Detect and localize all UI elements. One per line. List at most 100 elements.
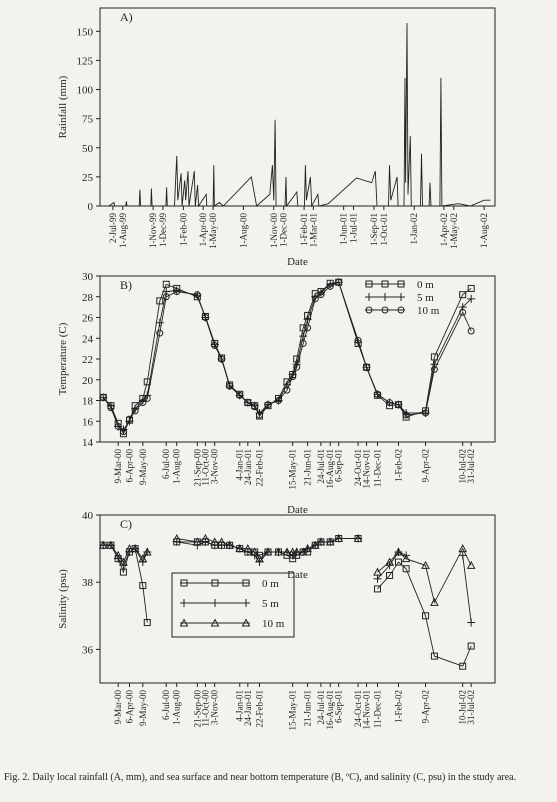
x-tick-label: 24-Jul-01 [316, 449, 326, 484]
x-tick-label: 24-Oct-01 [353, 449, 363, 486]
marker [210, 537, 220, 546]
marker [131, 407, 139, 415]
marker [386, 571, 394, 579]
marker [217, 537, 226, 546]
marker [326, 282, 334, 290]
y-tick-label: 40 [82, 510, 94, 522]
marker [119, 428, 127, 436]
x-tick-label: 24-Jan-01 [243, 690, 253, 726]
x-tick-label: 22-Feb-01 [255, 449, 265, 487]
marker [274, 547, 283, 556]
x-tick-label: 1-Aug-00 [238, 213, 248, 248]
marker [422, 409, 430, 417]
x-tick-label: 6-Sep-01 [334, 690, 344, 723]
panel-label: B) [120, 278, 132, 292]
x-tick-label: 1-Feb-02 [393, 690, 403, 723]
x-tick-label: 1-Feb-01 [299, 213, 309, 246]
marker [201, 533, 210, 543]
y-tick-label: 150 [77, 26, 94, 38]
x-tick-label: 16-Aug-01 [325, 449, 335, 489]
marker [242, 599, 250, 607]
marker [282, 547, 292, 556]
x-tick-label: 6-Jul-00 [161, 449, 171, 479]
marker [354, 336, 362, 344]
marker [251, 403, 259, 411]
marker [373, 567, 382, 576]
marker [402, 411, 410, 419]
x-tick-label: 9-Mar-00 [113, 690, 123, 725]
marker [299, 339, 307, 347]
caption: Fig. 2. Daily local rainfall (A, mm), an… [4, 772, 517, 783]
legend-label: 5 m [262, 598, 279, 610]
marker [114, 422, 122, 430]
marker [467, 284, 475, 292]
y-tick-label: 100 [77, 85, 94, 97]
marker [162, 293, 170, 301]
x-tick-label: 1-Aug-99 [118, 213, 128, 248]
x-tick-label: 10-Jul-02 [458, 690, 468, 725]
x-tick-label: 1-Nov-99 [148, 213, 158, 248]
x-tick-label: 1-Jul-01 [349, 213, 359, 243]
marker [335, 278, 343, 286]
x-tick-label: 24-Oct-01 [353, 690, 363, 727]
marker [363, 363, 371, 371]
x-tick-label: 2-Jul-99 [108, 213, 118, 243]
x-tick-label: 1-Apr-02 [439, 213, 449, 246]
x-tick-label: 1-May-02 [449, 213, 459, 249]
x-tick-label: 6-Apr-00 [124, 690, 134, 724]
x-tick-label: 15-May-01 [288, 449, 298, 490]
x-tick-label: 1-Feb-02 [393, 449, 403, 482]
marker [244, 399, 252, 407]
y-tick-label: 28 [82, 292, 94, 304]
y-tick-label: 0 [88, 201, 94, 213]
x-tick-label: 6-Jul-00 [161, 690, 171, 720]
marker [458, 544, 468, 553]
x-tick-label: 1-Oct-01 [379, 213, 389, 246]
marker [381, 306, 389, 314]
marker [264, 401, 272, 409]
marker [299, 324, 307, 332]
y-tick-label: 36 [82, 644, 94, 656]
marker [218, 355, 226, 363]
marker [381, 293, 389, 301]
legend-label: 0 m [262, 578, 279, 590]
x-tick-label: 21-Sep-00 [192, 690, 202, 728]
marker [317, 291, 325, 299]
marker [467, 327, 475, 335]
y-axis-label: Temperature (C) [57, 322, 69, 395]
x-tick-label: 1-Feb-00 [178, 213, 188, 246]
x-tick-label: 11-Dec-01 [372, 690, 382, 728]
marker [365, 293, 373, 301]
marker [334, 533, 344, 543]
marker [316, 537, 326, 546]
marker [275, 397, 283, 404]
y-tick-label: 16 [82, 416, 94, 428]
legend-box [171, 572, 295, 638]
x-tick-label: 9-May-00 [138, 449, 148, 485]
x-tick-label: 11-Oct-00 [200, 449, 210, 486]
panel-label: A) [120, 10, 133, 24]
marker [180, 599, 188, 607]
marker [193, 291, 201, 299]
marker [385, 557, 394, 566]
marker [256, 411, 264, 419]
marker [467, 642, 475, 650]
y-tick-label: 22 [82, 354, 93, 366]
marker [283, 386, 291, 394]
marker [125, 544, 134, 553]
marker [180, 579, 188, 587]
y-tick-label: 75 [82, 114, 94, 126]
marker [459, 291, 467, 299]
marker [211, 342, 219, 350]
marker [98, 540, 108, 549]
x-tick-label: 1-Jan-02 [409, 213, 419, 245]
marker [107, 404, 115, 412]
marker [139, 582, 147, 590]
y-tick-label: 50 [82, 143, 94, 155]
x-tick-label: 1-Jun-01 [339, 213, 349, 245]
data-line [102, 281, 472, 435]
marker [138, 554, 148, 563]
marker [210, 618, 220, 627]
marker [397, 280, 405, 288]
legend-label: 5 m [417, 292, 434, 304]
